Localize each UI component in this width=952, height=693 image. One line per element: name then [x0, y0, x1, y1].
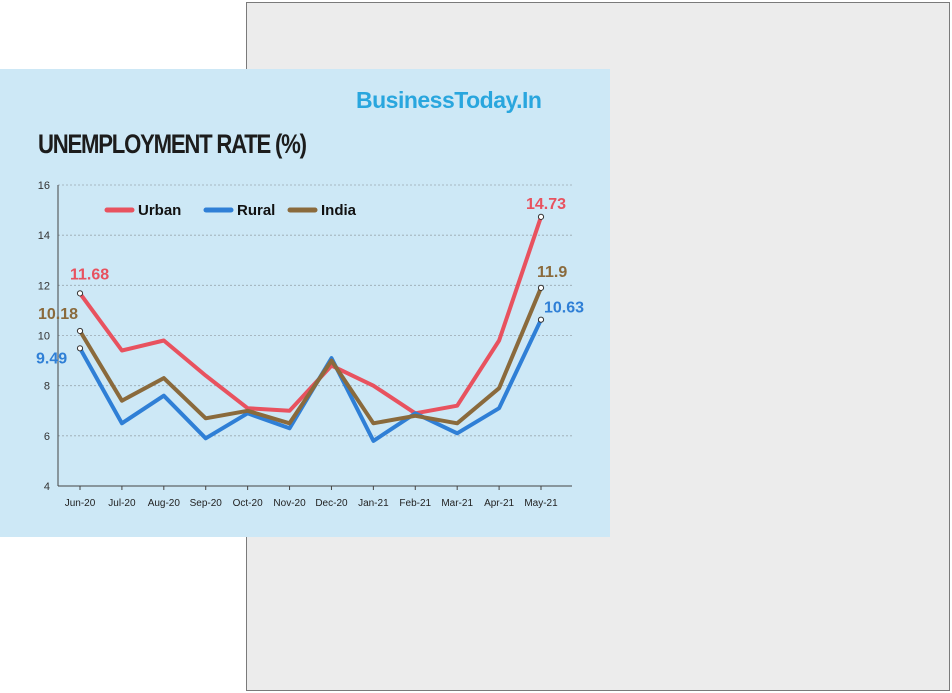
data-labels: 11.68 10.18 9.49 14.73 11.9 10.63: [36, 196, 584, 367]
legend-label-urban: Urban: [138, 202, 181, 219]
legend-label-rural: Rural: [237, 202, 275, 219]
y-tick-label: 8: [44, 381, 50, 393]
series-line-india: [78, 285, 543, 426]
point-marker: [537, 213, 545, 220]
point-marker: [76, 327, 84, 335]
legend-label-india: India: [321, 202, 357, 219]
x-tick-label: Feb-21: [399, 498, 431, 509]
grid-lines: [58, 184, 572, 437]
y-tick-label: 4: [44, 481, 50, 493]
data-label-urban: 11.68: [70, 266, 109, 283]
chart-title: UNEMPLOYMENT RATE (%): [38, 129, 307, 159]
x-tick-label: Mar-21: [441, 498, 473, 509]
data-label-rural: 10.63: [544, 300, 584, 317]
line-chart: 4 6 8 10 12 14 16 Jun-20 Jul-20 Aug-20 Sep-20 Oct-2…: [36, 180, 584, 509]
data-label-rural: 9.49: [36, 350, 67, 367]
x-tick-label: Nov-20: [273, 498, 306, 509]
point-marker: [537, 284, 545, 291]
data-label-india: 11.9: [537, 264, 567, 281]
legend: Urban Rural India: [104, 202, 357, 219]
x-tick-label: Dec-20: [315, 498, 348, 509]
x-tick-label: Sep-20: [190, 498, 223, 509]
y-tick-label: 12: [38, 280, 50, 292]
x-tick-label: Aug-20: [148, 498, 181, 509]
y-tick-label: 14: [38, 230, 50, 242]
series-lines: [78, 214, 543, 443]
x-tick-label: Jul-20: [108, 498, 136, 509]
axes: 4 6 8 10 12 14 16 Jun-20 Jul-20 Aug-20 Sep-20 Oct-2…: [38, 180, 572, 509]
x-tick-label: Apr-21: [484, 498, 514, 509]
y-tick-label: 6: [44, 431, 50, 443]
chart-card: BusinessToday.In UNEMPLOYMENT RATE (%) 4…: [0, 69, 610, 537]
series-line-urban: [78, 214, 543, 416]
data-label-urban: 14.73: [526, 196, 566, 213]
y-tick-label: 16: [38, 180, 50, 192]
x-tick-label: Oct-20: [233, 498, 263, 509]
data-label-india: 10.18: [38, 306, 78, 323]
point-marker: [76, 290, 84, 297]
point-marker: [76, 345, 84, 352]
y-tick-label: 10: [38, 331, 50, 343]
point-marker: [537, 316, 545, 323]
brand-logo: BusinessToday.In: [356, 87, 542, 113]
x-tick-label: Jun-20: [65, 498, 96, 509]
x-tick-label: Jan-21: [358, 498, 389, 509]
x-tick-label: May-21: [524, 498, 558, 509]
